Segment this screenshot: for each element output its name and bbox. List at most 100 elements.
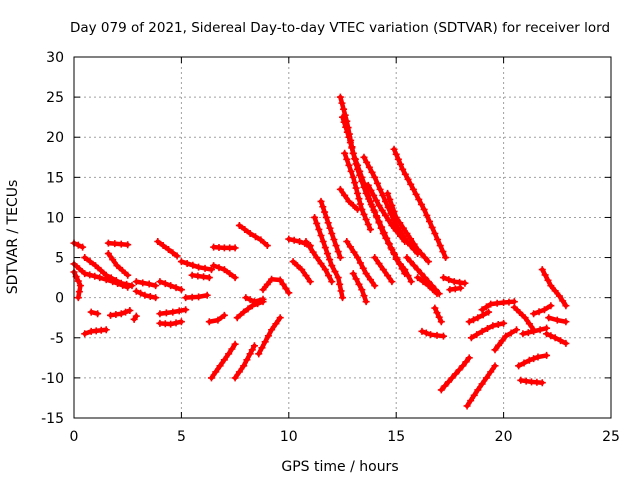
data-point-marker [487,300,495,308]
data-point-marker [200,273,208,281]
data-point-marker [373,179,381,187]
data-point-marker [169,249,177,257]
data-point-marker [433,290,441,298]
data-point-marker [562,302,570,310]
series-arc-57 [478,298,518,314]
data-point-marker [94,310,102,318]
data-point-marker [515,362,523,370]
data-point-marker [325,272,333,280]
data-point-marker [388,221,396,229]
data-point-marker [282,285,290,293]
data-point-marker [517,376,525,384]
series-arc-61 [517,376,546,387]
data-point-marker [347,167,355,175]
data-point-marker [336,254,344,262]
data-point-marker [332,242,340,250]
series-arc-53 [446,284,465,294]
data-point-marker [422,329,430,337]
data-point-marker [418,327,426,335]
data-point-marker [111,240,119,248]
data-point-marker [392,255,400,263]
y-tick-label: 0 [55,291,64,307]
data-point-marker [341,191,349,199]
data-point-marker [378,223,386,231]
data-point-marker [562,318,570,326]
data-point-marker [257,236,265,244]
data-point-marker [352,184,360,192]
data-point-marker [392,227,400,235]
y-tick-label: -5 [50,331,64,347]
data-point-marker [540,306,548,314]
data-point-marker [118,266,126,274]
data-point-marker [172,284,180,292]
data-point-marker [205,274,213,282]
data-point-marker [321,208,329,216]
data-point-marker [392,150,400,158]
series-arc-29 [259,275,293,297]
data-point-marker [252,233,260,241]
data-point-marker [189,261,197,269]
series-arc-25 [233,298,267,322]
series-arc-39 [343,238,379,290]
data-point-marker [75,288,83,296]
data-point-marker [354,189,362,197]
data-point-marker [205,318,213,326]
data-point-marker [240,308,248,316]
data-point-marker [403,254,411,262]
data-point-marker [482,303,490,311]
data-point-marker [524,329,532,337]
data-point-marker [289,258,297,266]
data-point-marker [371,173,379,181]
data-point-marker [401,170,409,178]
data-point-marker [491,346,499,354]
data-point-marker [319,238,327,246]
data-point-marker [365,195,373,203]
series-arc-62 [519,324,551,338]
data-point-marker [551,334,559,342]
data-point-marker [457,284,465,292]
y-tick-label: 15 [46,170,64,186]
x-tick-label: 10 [280,429,298,445]
data-point-marker [557,337,565,345]
series-arc-63 [530,302,555,318]
data-point-marker [425,217,433,225]
data-point-marker [117,279,125,287]
data-point-marker [231,274,239,282]
data-point-marker [96,274,104,282]
data-point-marker [124,271,132,279]
data-point-marker [321,244,329,252]
data-point-marker [214,316,222,324]
data-point-marker [244,305,252,313]
data-point-marker [448,374,456,382]
data-point-marker [358,286,366,294]
data-point-marker [313,219,321,227]
series-arc-44 [384,189,432,266]
data-point-marker [263,242,271,250]
data-point-marker [381,211,389,219]
data-point-marker [360,183,368,191]
data-point-marker [182,294,190,302]
y-tick-label: 5 [55,251,64,267]
data-point-marker [399,165,407,173]
series-arc-56 [467,319,508,342]
data-point-marker [385,216,393,224]
data-point-marker [336,280,344,288]
data-point-marker [306,243,314,251]
data-point-marker [396,260,404,268]
data-point-marker [544,276,552,284]
series-arc-33 [311,213,346,302]
data-point-marker [410,262,418,270]
data-point-marker [470,391,478,399]
data-point-marker [145,280,153,288]
series-arc-58 [491,326,520,354]
data-point-marker [351,179,359,187]
data-point-marker [348,144,356,152]
data-point-marker [76,282,84,290]
data-point-marker [102,326,110,334]
data-point-marker [107,311,115,319]
data-point-marker [226,270,234,278]
data-point-marker [417,250,425,258]
data-point-marker [132,287,140,295]
data-point-marker [268,275,276,283]
data-point-marker [510,303,518,311]
